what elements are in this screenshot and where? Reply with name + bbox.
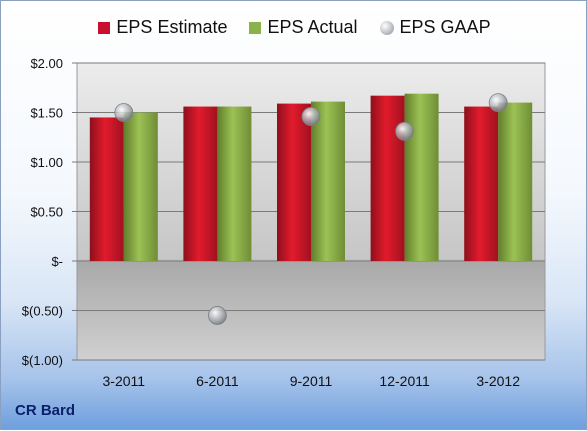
bar-eps-actual: [311, 101, 345, 261]
y-tick-label: $2.00: [30, 56, 63, 71]
bar-eps-estimate: [183, 106, 218, 261]
y-tick-label: $-: [51, 254, 63, 269]
legend-item-eps-actual: EPS Actual: [249, 17, 358, 38]
y-tick-label: $(0.50): [22, 304, 63, 319]
y-tick-label: $0.50: [30, 205, 63, 220]
marker-eps-gaap: [488, 93, 508, 112]
legend-swatch-eps-actual: [249, 21, 262, 34]
bar-eps-actual: [404, 93, 439, 261]
y-tick-label: $1.50: [30, 106, 63, 121]
y-tick-label: $1.00: [30, 155, 63, 170]
x-tick-label: 9-2011: [290, 373, 333, 389]
bar-eps-actual: [217, 106, 252, 261]
bar-eps-estimate: [370, 95, 405, 261]
x-tick-label: 6-2011: [196, 373, 239, 389]
legend: EPS Estimate EPS Actual EPS GAAP: [1, 17, 587, 38]
bar-eps-estimate: [89, 117, 124, 261]
legend-item-eps-estimate: EPS Estimate: [98, 17, 227, 38]
legend-label-eps-estimate: EPS Estimate: [116, 17, 228, 37]
marker-eps-gaap: [114, 103, 134, 122]
bar-eps-estimate: [277, 103, 311, 261]
marker-eps-gaap: [395, 121, 415, 141]
company-label: CR Bard: [15, 402, 76, 419]
legend-swatch-eps-estimate: [98, 21, 111, 34]
bar-eps-estimate: [464, 106, 499, 261]
legend-swatch-eps-gaap: [379, 20, 394, 35]
legend-label-eps-actual: EPS Actual: [267, 17, 358, 37]
bar-eps-actual: [498, 102, 533, 261]
marker-eps-gaap: [207, 306, 227, 325]
y-tick-label: $(1.00): [22, 353, 63, 368]
bar-eps-actual: [123, 112, 158, 261]
x-tick-label: 3-2011: [103, 373, 146, 389]
marker-eps-gaap: [301, 107, 321, 126]
legend-label-eps-gaap: EPS GAAP: [399, 17, 491, 37]
x-tick-label: 3-2012: [476, 373, 520, 389]
legend-item-eps-gaap: EPS GAAP: [379, 17, 491, 38]
x-tick-label: 12-2011: [379, 373, 430, 389]
